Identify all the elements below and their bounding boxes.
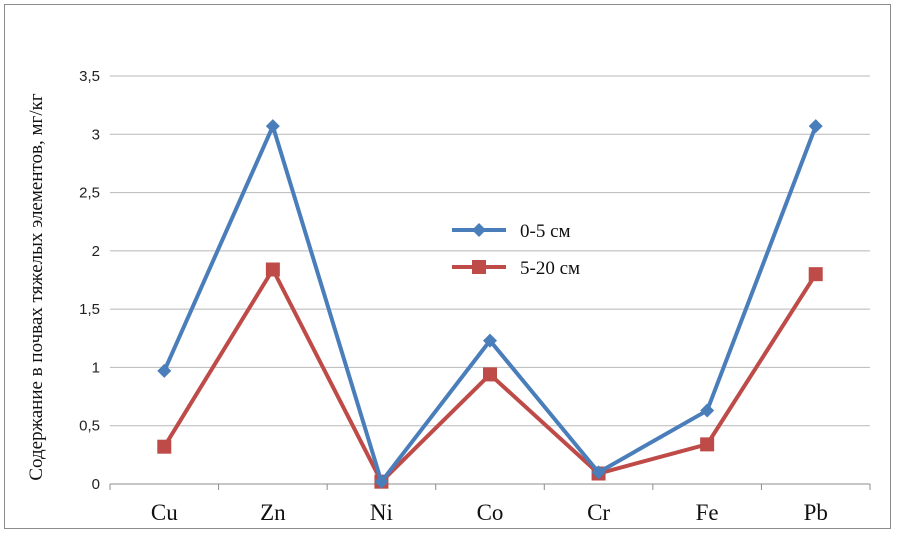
data-point [591,465,606,480]
y-tick-label: 2,5 [79,185,100,202]
data-point [374,474,389,489]
legend-item: 0-5 см [452,221,571,242]
y-tick-labels: 0 0,5 1 1,5 2 2,5 3 3,5 [79,68,100,493]
x-tick-label: Cu [151,500,178,525]
data-point [157,439,172,454]
data-point [808,119,823,134]
series [157,119,823,489]
data-point [700,403,715,418]
data-point [483,333,497,348]
legend-marker [472,260,486,274]
legend-item: 5-20 см [452,258,580,279]
series [157,262,823,489]
x-tick-label: Pb [804,500,828,525]
x-tick-label: Co [477,500,504,525]
y-tick-label: 1,5 [79,301,100,318]
legend-label: 0-5 см [520,221,571,242]
y-tick-label: 3 [92,126,100,143]
y-tick-label: 0 [92,476,100,493]
y-tick-label: 2 [92,243,100,260]
legend-label: 5-20 см [520,258,580,279]
x-tick-label: Ni [370,500,393,525]
data-point [808,267,823,282]
grid-lines [110,75,870,485]
legend: 0-5 см 5-20 см [452,221,580,279]
y-axis-label: Содержание в почвах тяжелых элементов, м… [26,93,47,480]
y-tick-label: 3,5 [79,68,100,85]
x-tick-label: Zn [260,500,286,525]
legend-marker [472,223,486,237]
data-point [700,437,715,452]
x-tick-label: Fe [696,500,719,525]
data-point [265,262,280,277]
x-tick-label: Cr [587,500,610,525]
data-point [157,363,172,378]
y-tick-label: 1 [92,359,100,376]
data-point [265,119,280,134]
data-point [483,367,497,382]
y-tick-label: 0,5 [79,418,100,435]
series-group [157,119,823,489]
x-tick-labels: Cu Zn Ni Co Cr Fe Pb [109,484,871,525]
chart-frame [4,4,891,529]
